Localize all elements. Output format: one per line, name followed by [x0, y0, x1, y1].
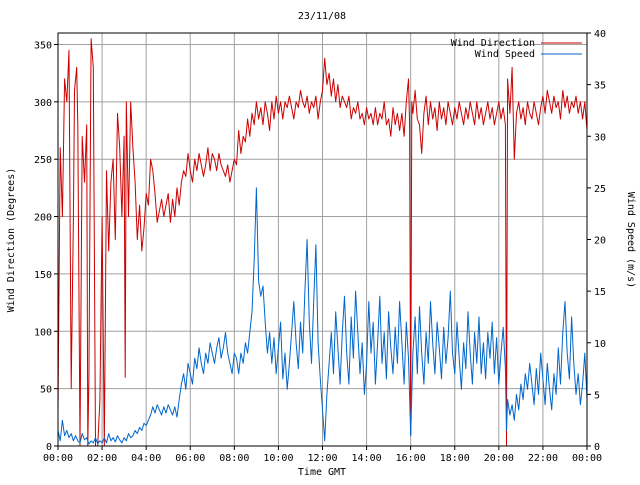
x-tick-label: 04:00 — [131, 453, 161, 464]
y-right-tick-label: 15 — [594, 287, 606, 298]
x-tick-label: 14:00 — [352, 453, 382, 464]
wind-speed-line — [57, 187, 588, 445]
y-left-tick-label: 200 — [34, 213, 52, 224]
series-lines — [57, 38, 588, 447]
y-right-tick-label: 0 — [594, 442, 600, 453]
y-right-tick-label: 40 — [594, 29, 606, 40]
y-left-tick-label: 50 — [40, 385, 52, 396]
x-tick-label: 20:00 — [484, 453, 514, 464]
x-tick-label: 06:00 — [175, 453, 205, 464]
y-left-tick-label: 0 — [46, 442, 52, 453]
x-tick-label: 16:00 — [396, 453, 426, 464]
grid-lines — [58, 33, 587, 446]
x-tick-label: 08:00 — [219, 453, 249, 464]
y-right-tick-label: 20 — [594, 236, 606, 247]
y-right-tick-label: 5 — [594, 390, 600, 401]
x-tick-label: 10:00 — [263, 453, 293, 464]
y-left-tick-label: 150 — [34, 270, 52, 281]
x-tick-label: 12:00 — [307, 453, 337, 464]
y-left-tick-label: 250 — [34, 155, 52, 166]
legend-label: Wind Speed — [475, 49, 535, 60]
y-right-tick-label: 25 — [594, 184, 606, 195]
wind-direction-line — [57, 38, 588, 447]
x-tick-label: 22:00 — [528, 453, 558, 464]
y-axis-label-right: Wind Speed (m/s) — [625, 192, 636, 288]
legend-label: Wind Direction — [451, 38, 535, 49]
chart-title: 23/11/08 — [298, 11, 346, 22]
y-axis-label-left: Wind Direction (Degrees) — [6, 168, 17, 313]
y-right-tick-label: 30 — [594, 132, 606, 143]
axes: 00:00 02:00 04:00 06:00 08:00 10:00 12:00 14:00… — [34, 29, 606, 464]
y-left-tick-label: 300 — [34, 98, 52, 109]
y-left-tick-label: 100 — [34, 327, 52, 338]
y-right-tick-label: 10 — [594, 339, 606, 350]
y-right-tick-label: 35 — [594, 81, 606, 92]
x-tick-label: 00:00 — [572, 453, 602, 464]
x-tick-label: 00:00 — [43, 453, 73, 464]
x-tick-label: 18:00 — [440, 453, 470, 464]
x-axis-label: Time GMT — [298, 467, 346, 478]
y-left-tick-label: 350 — [34, 40, 52, 51]
x-tick-label: 02:00 — [87, 453, 117, 464]
